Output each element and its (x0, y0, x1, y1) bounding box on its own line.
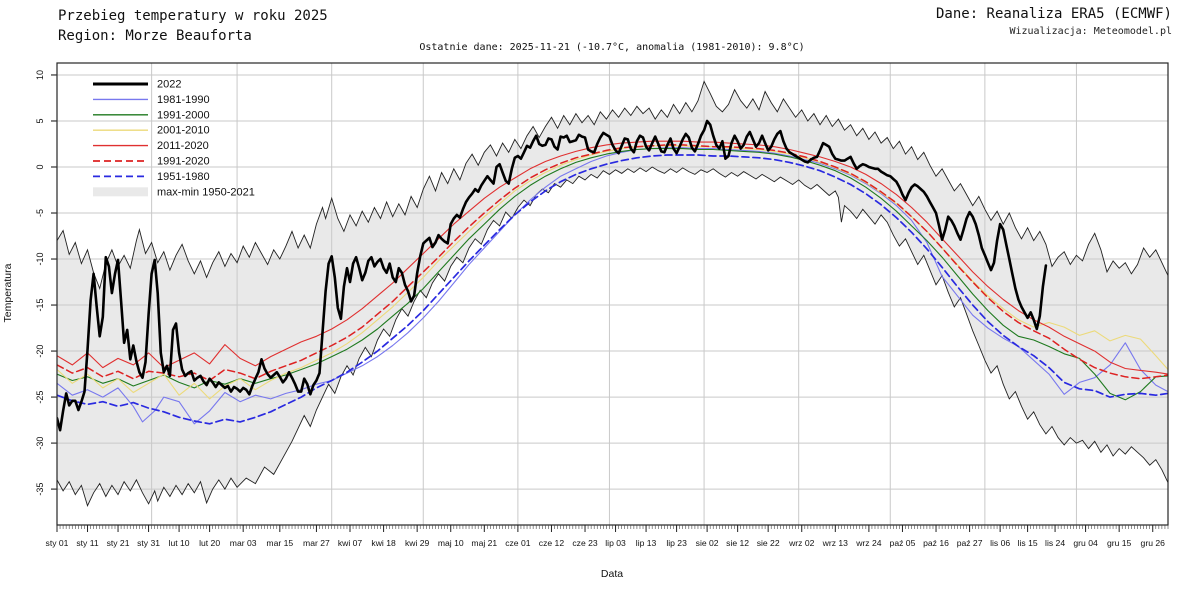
x-tick-label: paź 16 (923, 538, 949, 548)
x-tick-label: lut 20 (199, 538, 220, 548)
x-tick-label: maj 10 (438, 538, 464, 548)
y-tick-label: -35 (35, 483, 45, 496)
x-tick-label: wrz 13 (822, 538, 849, 548)
x-tick-label: lis 24 (1045, 538, 1065, 548)
y-tick-label: -30 (35, 437, 45, 450)
x-tick-label: wrz 02 (788, 538, 815, 548)
x-tick-label: lip 03 (605, 538, 626, 548)
legend-label: 1991-2000 (157, 109, 210, 121)
series-line-2022 (57, 119, 1048, 432)
visualization-credit: Wizualizacja: Meteomodel.pl (1009, 26, 1172, 37)
x-tick-label: sty 31 (137, 538, 160, 548)
last-data-subtitle: Ostatnie dane: 2025-11-21 (-10.7°C, anom… (419, 42, 805, 53)
band-max-line (57, 80, 1168, 290)
x-tick-label: maj 21 (471, 538, 497, 548)
x-tick-label: sty 01 (46, 538, 69, 548)
x-tick-label: sty 11 (76, 538, 99, 548)
x-tick-label: cze 01 (505, 538, 531, 548)
y-tick-label: 5 (35, 118, 45, 123)
x-tick-label: sie 22 (757, 538, 780, 548)
x-tick-label: kwi 07 (338, 538, 363, 548)
y-tick-label: -20 (35, 345, 45, 358)
x-axis-label: Data (600, 568, 624, 580)
x-tick-label: sie 12 (726, 538, 749, 548)
x-tick-label: gru 15 (1107, 538, 1132, 548)
x-tick-label: sie 02 (696, 538, 719, 548)
x-tick-label: paź 05 (890, 538, 916, 548)
y-tick-label: 10 (35, 70, 45, 80)
band-min-line (57, 166, 1168, 507)
y-tick-label: -5 (35, 209, 45, 217)
data-source-label: Dane: Reanaliza ERA5 (ECMWF) (935, 6, 1172, 22)
x-tick-label: lis 15 (1018, 538, 1038, 548)
legend-swatch-band (93, 187, 148, 197)
x-tick-label: gru 04 (1073, 538, 1098, 548)
x-tick-label: cze 23 (572, 538, 598, 548)
x-tick-label: lip 23 (666, 538, 687, 548)
x-tick-label: kwi 18 (371, 538, 396, 548)
x-tick-label: lis 06 (990, 538, 1010, 548)
series-line-1951-1980 (57, 154, 1168, 425)
series-line-1991-2000 (57, 148, 1168, 401)
series-line-2011-2020 (57, 140, 1168, 375)
y-axis-label: Temperatura (2, 263, 14, 323)
y-tick-label: -25 (35, 391, 45, 404)
legend-label: 1991-2020 (157, 156, 210, 168)
y-tick-label: -10 (35, 253, 45, 266)
x-tick-label: mar 15 (266, 538, 293, 548)
legend-label: 2022 (157, 79, 181, 91)
title-line-2: Region: Morze Beauforta (58, 28, 252, 44)
x-tick-label: lut 10 (169, 538, 190, 548)
x-tick-label: gru 26 (1141, 538, 1166, 548)
legend-label: 2011-2020 (157, 140, 209, 152)
x-tick-label: sty 21 (107, 538, 130, 548)
x-tick-label: cze 12 (539, 538, 565, 548)
x-tick-label: paź 27 (957, 538, 983, 548)
y-tick-label: 0 (35, 164, 45, 169)
x-tick-label: wrz 24 (855, 538, 882, 548)
legend-label: 2001-2010 (157, 125, 210, 137)
page-title: Przebieg temperatury w roku 2025 Region: … (58, 6, 328, 46)
legend-label: 1981-1990 (157, 94, 210, 106)
legend-label: max-min 1950-2021 (157, 186, 255, 198)
title-line-1: Przebieg temperatury w roku 2025 (58, 8, 328, 24)
source-block: Dane: Reanaliza ERA5 (ECMWF) Wizualizacj… (936, 6, 1172, 37)
series-line-1981-1990 (57, 147, 1168, 425)
x-tick-label: kwi 29 (405, 538, 430, 548)
legend-label: 1951-1980 (157, 171, 210, 183)
y-tick-label: -15 (35, 299, 45, 312)
x-tick-label: mar 27 (303, 538, 330, 548)
x-tick-label: lip 13 (636, 538, 657, 548)
x-tick-label: mar 03 (230, 538, 257, 548)
